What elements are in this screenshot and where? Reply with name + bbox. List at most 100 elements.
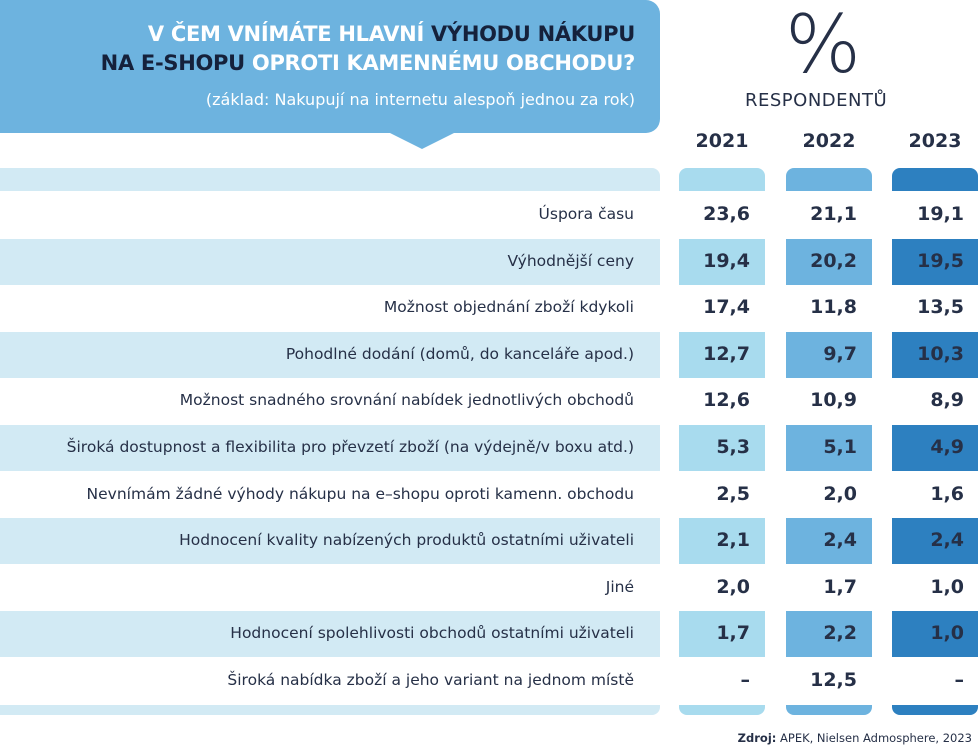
title-highlight: VÝHODU NÁKUPU [430, 22, 635, 46]
column-footer-bar-2022 [786, 705, 872, 715]
cell-bg-2022 [786, 425, 872, 471]
row-shade [0, 425, 660, 471]
value-2022: 12,5 [810, 669, 857, 691]
value-2022: 10,9 [810, 389, 857, 412]
cell-bg-2023 [892, 331, 978, 378]
cell-bg-2021 [679, 331, 765, 378]
value-2021: 2,5 [716, 482, 750, 505]
title-part: V ČEM VNÍMÁTE HLAVNÍ [147, 22, 431, 46]
title-line-2: NA E-SHOPU OPROTI KAMENNÉMU OBCHODU? [100, 51, 636, 75]
value-2023: 1,6 [930, 482, 964, 505]
table-header-bar [0, 168, 660, 191]
row-label: Pohodlné dodání (domů, do kanceláře apod… [285, 344, 634, 363]
row-label: Hodnocení kvality nabízených produktů os… [179, 531, 634, 550]
table-row: Nevnímám žádné výhody nákupu na e–shopu … [0, 472, 980, 518]
value-2021: 1,7 [716, 622, 750, 645]
row-label: Hodnocení spolehlivosti obchodů ostatním… [230, 624, 634, 643]
value-2022: 11,8 [810, 296, 857, 319]
row-shade [0, 518, 660, 565]
table-row: Jiné 2,0 1,7 1,0 [0, 565, 980, 611]
value-2022: 9,7 [823, 342, 857, 365]
value-2023: – [954, 669, 965, 691]
column-header-bar-2023 [892, 168, 978, 191]
value-2022: 20,2 [810, 249, 857, 272]
year-header-2022: 2022 [802, 130, 856, 152]
value-2021: 19,4 [703, 249, 750, 272]
row-shade [0, 238, 660, 285]
value-2023: 10,3 [917, 342, 964, 365]
value-2022: 21,1 [810, 203, 857, 225]
cell-bg-2023 [892, 238, 978, 285]
table-footer-bar [0, 705, 660, 715]
column-header-bar-2022 [786, 168, 872, 191]
value-2023: 19,1 [917, 203, 964, 225]
cell-bg-2021 [679, 425, 765, 471]
row-label: Možnost objednání zboží kdykoli [383, 298, 634, 317]
row-label: Široká dostupnost a flexibilita pro přev… [66, 438, 634, 456]
year-header-2021: 2021 [695, 130, 749, 152]
cell-bg-2021 [679, 611, 765, 658]
column-header-bar-2021 [679, 168, 765, 191]
column-footer-bar-2023 [892, 705, 978, 715]
source-text: APEK, Nielsen Admosphere, 2023 [776, 731, 972, 745]
value-2023: 1,0 [930, 622, 964, 645]
table-row: Široká dostupnost a flexibilita pro přev… [0, 425, 980, 471]
source-note: Zdroj: APEK, Nielsen Admosphere, 2023 [738, 731, 972, 745]
cell-bg-2021 [679, 238, 765, 285]
value-2021: 12,7 [703, 342, 750, 365]
table-row: Výhodnější ceny 19,4 20,2 19,5 [0, 239, 980, 285]
title-line-1: V ČEM VNÍMÁTE HLAVNÍ VÝHODU NÁKUPU [148, 22, 635, 46]
value-2023: 19,5 [917, 249, 964, 272]
row-label: Široká nabídka zboží a jeho variant na j… [227, 671, 634, 689]
value-2022: 2,0 [823, 482, 857, 505]
row-label: Výhodnější ceny [507, 251, 634, 270]
table-row: Možnost objednání zboží kdykoli 17,4 11,… [0, 285, 980, 331]
value-2021: 5,3 [716, 436, 750, 458]
year-header-2023: 2023 [908, 130, 962, 152]
row-label: Jiné [605, 577, 634, 596]
table-row: Hodnocení spolehlivosti obchodů ostatním… [0, 611, 980, 657]
value-2022: 2,4 [823, 529, 857, 552]
value-2022: 5,1 [823, 436, 857, 458]
value-2023: 13,5 [917, 296, 964, 319]
cell-bg-2023 [892, 425, 978, 471]
cell-bg-2023 [892, 518, 978, 565]
cell-bg-2022 [786, 238, 872, 285]
table-row: Pohodlné dodání (domů, do kanceláře apod… [0, 332, 980, 378]
value-2022: 1,7 [823, 575, 857, 598]
cell-bg-2022 [786, 518, 872, 565]
subtitle: (základ: Nakupují na internetu alespoň j… [205, 90, 635, 109]
unit-label: RESPONDENTŮ [745, 90, 888, 111]
cell-bg-2023 [892, 611, 978, 658]
title-part: OPROTI KAMENNÉMU OBCHODU? [244, 51, 635, 75]
value-2021: 17,4 [703, 296, 750, 319]
row-label: Úspora času [538, 205, 634, 223]
table-row: Úspora času 23,6 21,1 19,1 [0, 192, 980, 238]
percent-symbol: % [785, 0, 862, 91]
cell-bg-2022 [786, 611, 872, 658]
value-2021: 12,6 [703, 389, 750, 412]
table-row: Možnost snadného srovnání nabídek jednot… [0, 378, 980, 424]
title-highlight: NA E-SHOPU [100, 51, 246, 75]
row-shade [0, 331, 660, 378]
title-box [0, 0, 660, 133]
value-2021: 23,6 [703, 203, 750, 225]
value-2022: 2,2 [823, 622, 857, 645]
row-label: Možnost snadného srovnání nabídek jednot… [179, 391, 634, 410]
cell-bg-2021 [679, 518, 765, 565]
value-2021: – [740, 669, 751, 691]
value-2023: 2,4 [930, 529, 964, 552]
table-row: Široká nabídka zboží a jeho variant na j… [0, 658, 980, 704]
value-2021: 2,1 [716, 529, 750, 552]
row-label: Nevnímám žádné výhody nákupu na e–shopu … [86, 484, 634, 503]
source-label: Zdroj: [737, 731, 777, 745]
value-2023: 8,9 [930, 389, 964, 412]
value-2023: 1,0 [930, 575, 964, 598]
cell-bg-2022 [786, 331, 872, 378]
value-2023: 4,9 [930, 436, 964, 458]
title-box-pointer [390, 133, 454, 149]
table-row: Hodnocení kvality nabízených produktů os… [0, 518, 980, 564]
value-2021: 2,0 [716, 575, 750, 598]
row-shade [0, 611, 660, 658]
column-footer-bar-2021 [679, 705, 765, 715]
